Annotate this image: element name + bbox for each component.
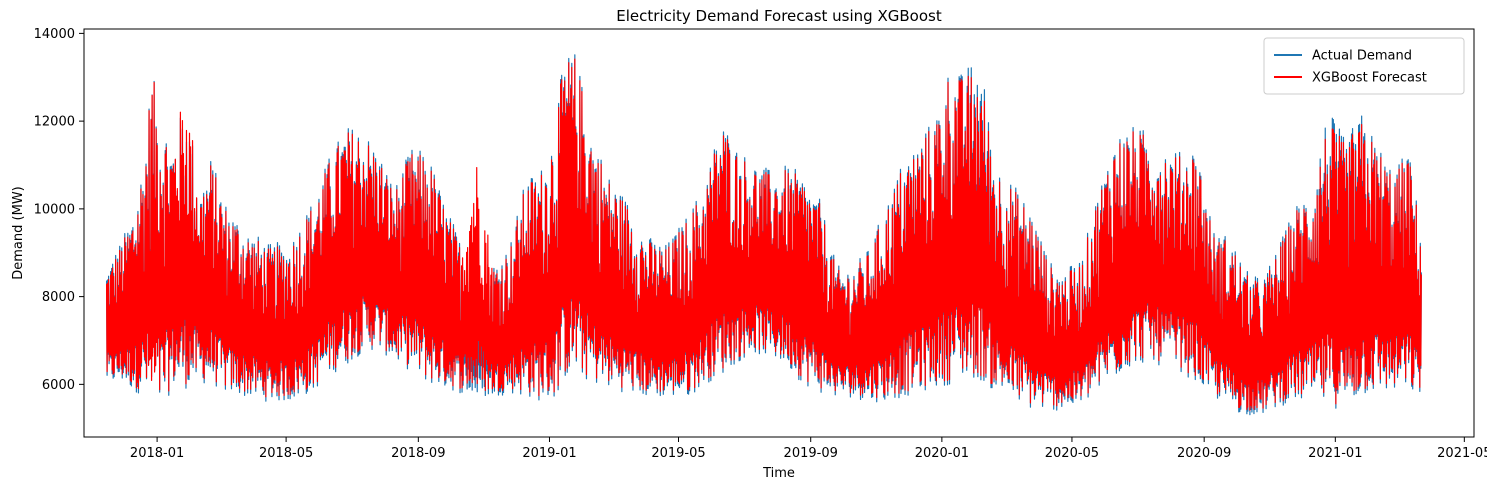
x-axis-title: Time	[762, 466, 795, 481]
chart-title: Electricity Demand Forecast using XGBoos…	[616, 7, 942, 25]
y-tick-label: 14000	[34, 27, 75, 42]
y-tick-label: 8000	[42, 290, 75, 305]
x-tick-label: 2020-01	[915, 446, 969, 461]
x-tick-label: 2019-09	[784, 446, 838, 461]
x-tick-label: 2019-05	[651, 446, 705, 461]
x-tick-label: 2018-09	[391, 446, 445, 461]
x-axis: 2018-01 2018-05 2018-09 2019-01 2019-05 2019-…	[130, 437, 1487, 461]
y-axis-title: Demand (MW)	[11, 186, 26, 279]
plot-series-layer	[105, 54, 1422, 416]
x-tick-label: 2020-05	[1045, 446, 1099, 461]
legend: Actual Demand XGBoost Forecast	[1263, 37, 1465, 95]
legend-label: Actual Demand	[1312, 49, 1412, 64]
x-tick-label: 2020-09	[1177, 446, 1231, 461]
x-tick-label: 2021-01	[1308, 446, 1362, 461]
series-line-xgboost-forecast	[105, 58, 1422, 411]
plot-area-frame	[83, 28, 1475, 438]
x-tick-label: 2021-05	[1437, 446, 1487, 461]
legend-box	[1263, 37, 1465, 95]
x-tick-label: 2018-01	[130, 446, 184, 461]
y-tick-label: 6000	[42, 378, 75, 393]
y-tick-label: 10000	[34, 202, 75, 217]
y-tick-label: 12000	[34, 115, 75, 130]
legend-label: XGBoost Forecast	[1312, 71, 1427, 86]
x-tick-label: 2018-05	[259, 446, 313, 461]
y-axis: 6000 8000 10000 12000 14000	[34, 27, 84, 393]
x-tick-label: 2019-01	[522, 446, 576, 461]
